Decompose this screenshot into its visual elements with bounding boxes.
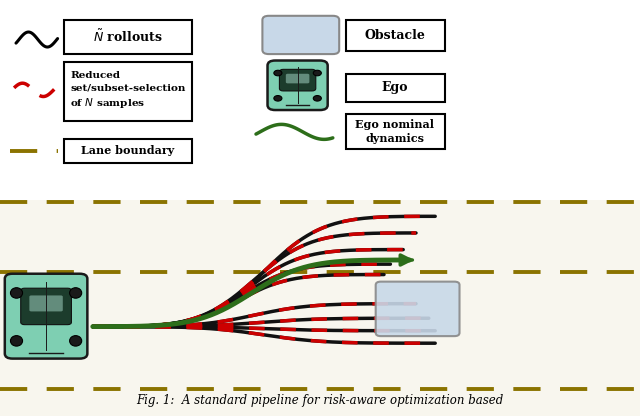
Ellipse shape [70,288,82,298]
FancyBboxPatch shape [346,20,445,51]
Text: Obstacle: Obstacle [364,29,426,42]
Bar [0,200,640,416]
Text: Lane boundary: Lane boundary [81,145,175,156]
Ellipse shape [314,96,321,101]
FancyBboxPatch shape [268,60,328,110]
FancyBboxPatch shape [346,114,445,149]
Ellipse shape [10,288,22,298]
Bar [0,0,640,196]
Text: Ego: Ego [381,81,408,94]
Text: Ego nominal
dynamics: Ego nominal dynamics [355,119,435,144]
Ellipse shape [274,70,282,76]
FancyBboxPatch shape [346,74,445,102]
Ellipse shape [10,336,22,346]
FancyBboxPatch shape [4,274,88,359]
FancyBboxPatch shape [20,288,72,324]
FancyBboxPatch shape [262,16,339,54]
Text: Reduced
set/subset-selection
of $N$ samples: Reduced set/subset-selection of $N$ samp… [70,71,186,110]
Ellipse shape [70,336,82,346]
FancyBboxPatch shape [280,69,316,91]
FancyBboxPatch shape [376,282,460,336]
FancyBboxPatch shape [64,139,192,163]
Ellipse shape [314,70,321,76]
Ellipse shape [274,96,282,101]
Text: Fig. 1:  A standard pipeline for risk-aware optimization based: Fig. 1: A standard pipeline for risk-awa… [136,394,504,407]
FancyBboxPatch shape [64,62,192,121]
Text: $\tilde{N}$ rollouts: $\tilde{N}$ rollouts [93,29,163,45]
FancyBboxPatch shape [64,20,192,54]
FancyBboxPatch shape [286,74,309,83]
FancyBboxPatch shape [29,295,63,312]
